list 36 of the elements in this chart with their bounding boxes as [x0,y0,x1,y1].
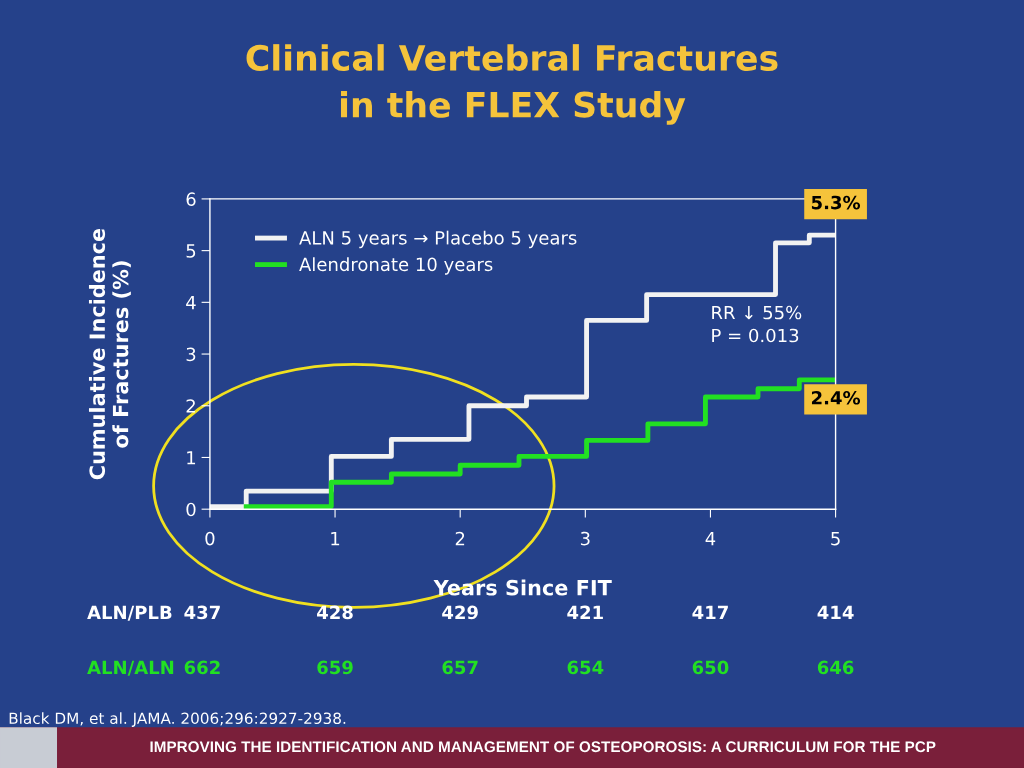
chart-title: Clinical Vertebral Fractures in the FLEX Study [246,44,778,125]
text: 646 [817,660,854,675]
legend-label: Alendronate 10 years [299,257,493,275]
y-tick-label: 2 [186,399,195,413]
annotation: RR ↓ 55% P = 0.013 [712,305,802,343]
annotation: 2.4% [811,390,861,405]
text: 659 [317,660,353,675]
text: 654 [567,660,604,675]
x-tick-label: 4 [705,531,716,546]
text: 417 [692,605,728,619]
text: IMPROVING THE IDENTIFICATION AND MANAGEMENT OF OSTEOPOROSIS: A CURRICULUM FOR THE PCP [150,741,936,753]
text: 414 [817,605,854,619]
y-axis-title: Cumulative Incidence of Fractures (%) [88,228,131,480]
legend-label: ALN 5 years → Placebo 5 years [299,230,577,249]
x-tick-label: 0 [205,531,215,546]
x-tick-label: 3 [580,531,590,546]
text: 429 [442,605,478,620]
text: 662 [184,660,220,675]
y-tick-label: 6 [186,192,196,207]
y-tick-label: 0 [186,502,196,517]
x-tick-label: 2 [455,531,465,546]
text: 428 [317,605,353,620]
x-tick-label: 1 [331,531,340,546]
text: Black DM, et al. JAMA. 2006;296:2927-2938. [9,712,346,727]
y-tick-label: 5 [186,244,196,258]
annotation: 5.3% [811,195,861,210]
y-tick-label: 4 [186,296,196,310]
text: ALN/ALN [87,660,174,676]
text: ALN/PLB [87,605,172,621]
x-tick-label: 5 [831,531,840,546]
text: 650 [692,660,729,675]
y-tick-label: 3 [186,347,196,362]
text: 437 [184,605,220,620]
text: 421 [567,605,603,619]
text: 657 [442,660,478,675]
y-tick-label: 1 [187,451,196,465]
